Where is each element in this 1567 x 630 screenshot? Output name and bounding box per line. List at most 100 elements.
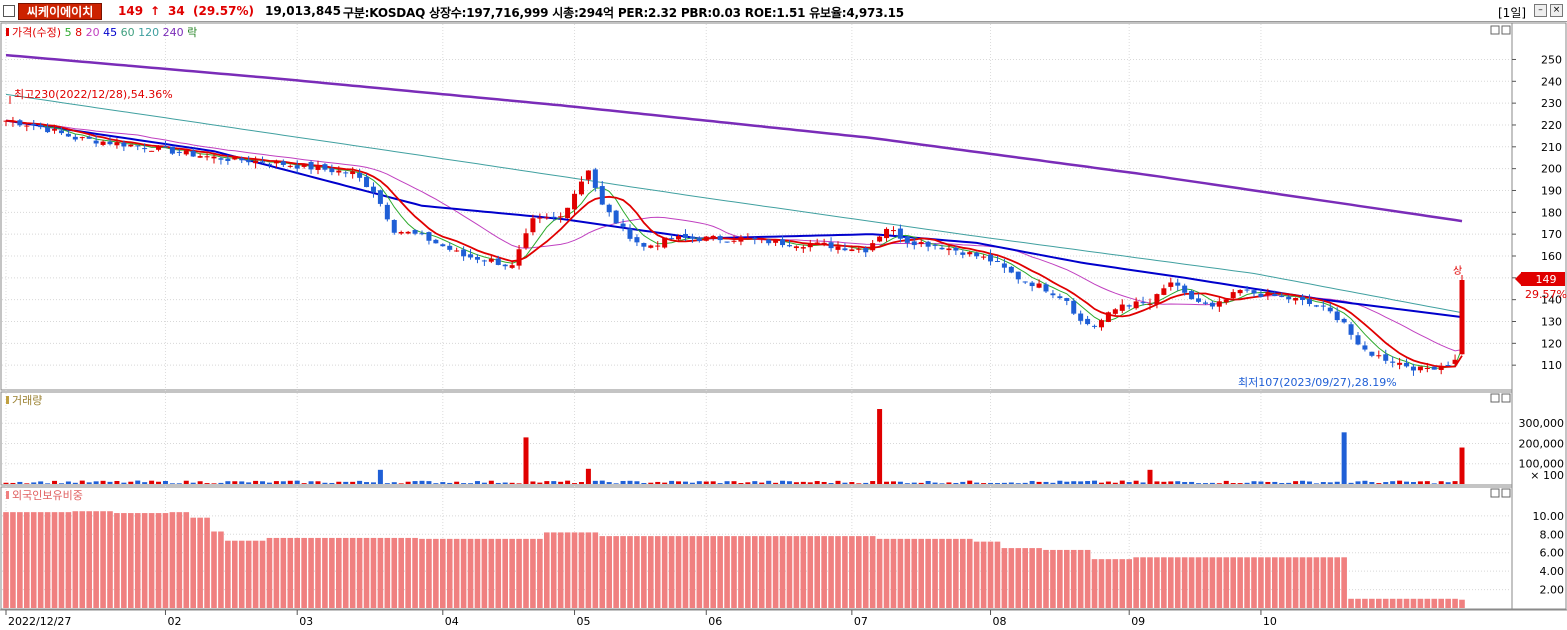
foreign-bar (245, 540, 252, 608)
candle-body (1417, 366, 1423, 371)
candle-body (495, 258, 501, 265)
candle-body (634, 237, 640, 243)
candle-body (93, 140, 99, 144)
candle-body (800, 247, 806, 249)
foreign-bar (495, 538, 502, 608)
foreign-bar (1168, 557, 1174, 608)
foreign-bar (232, 540, 238, 608)
volume-bar (1424, 481, 1430, 484)
panel-minimize-icon[interactable] (1490, 393, 1500, 403)
volume-bar (169, 483, 175, 484)
candle-body (932, 244, 938, 246)
foreign-bar (336, 537, 342, 608)
price-panel[interactable] (0, 22, 1513, 391)
candle-body (1043, 284, 1049, 292)
foreign-bar (155, 513, 162, 608)
candle-body (107, 141, 113, 145)
volume-bar (1133, 480, 1139, 484)
stock-name-badge[interactable]: 씨케이에이치 (18, 3, 103, 20)
foreign-bar (1126, 559, 1132, 608)
foreign-bar (433, 538, 439, 608)
candle-body (1320, 305, 1326, 307)
panel-close-icon[interactable] (1501, 393, 1511, 403)
volume-bar (1355, 481, 1361, 484)
foreign-bar (772, 536, 779, 608)
candle-body (481, 260, 487, 262)
volume-bar (461, 483, 467, 484)
volume-bar (225, 481, 231, 484)
candle-body (530, 218, 536, 233)
foreign-tick-label: 2.00 (1540, 584, 1565, 597)
panel-controls[interactable] (1490, 25, 1511, 498)
foreign-bar (30, 512, 37, 608)
candle-body (814, 242, 820, 245)
candle-body (738, 237, 744, 242)
select-checkbox[interactable] (3, 5, 15, 17)
low-annotation: 최저107(2023/09/27),28.19% (1238, 376, 1397, 389)
foreign-bar (1098, 559, 1105, 608)
volume-panel[interactable] (0, 391, 1513, 486)
volume-bar (1015, 483, 1021, 484)
panel-close-icon[interactable] (1501, 25, 1511, 35)
foreign-bar (1008, 548, 1015, 608)
volume-bar (1112, 482, 1118, 484)
candle-body (1362, 345, 1368, 350)
legend-item: 240 (159, 26, 184, 39)
volume-bar (766, 480, 772, 484)
candle-body (1348, 324, 1354, 335)
foreign-bar (1001, 548, 1008, 608)
foreign-bar (1091, 559, 1098, 608)
candle-body (461, 249, 467, 257)
candle-body (156, 146, 162, 150)
volume-bar (606, 482, 612, 484)
panel-minimize-icon[interactable] (1490, 25, 1500, 35)
candle-body (1369, 351, 1375, 356)
minimize-icon[interactable]: – (1534, 4, 1547, 17)
volume-bar (1202, 483, 1208, 484)
panel-minimize-icon[interactable] (1490, 488, 1500, 498)
volume-bar (52, 480, 58, 484)
candle-body (79, 137, 85, 139)
volume-bar (1209, 482, 1215, 484)
period-selector[interactable]: [1일] (1498, 6, 1527, 20)
foreign-bar (128, 513, 134, 608)
volume-bar (239, 481, 245, 484)
stock-chart[interactable]: 1101201301401501601701801902002102202302… (0, 22, 1567, 630)
foreign-bar (1050, 549, 1056, 608)
candle-body (426, 232, 432, 241)
candle-body (142, 148, 148, 150)
foreign-bar (765, 536, 772, 608)
volume-bar (918, 482, 924, 484)
volume-bar (294, 480, 300, 484)
volume-bar (1417, 481, 1423, 484)
candle-body (669, 238, 675, 240)
candle-body (190, 150, 196, 157)
volume-bar (336, 481, 342, 484)
volume-bar (967, 480, 973, 484)
foreign-tick-label: 4.00 (1540, 565, 1565, 578)
candle-body (114, 142, 120, 146)
foreign-bar (883, 538, 890, 608)
volume-bar (1036, 481, 1042, 484)
candle-body (1216, 301, 1222, 307)
volume-bar (696, 481, 702, 484)
candle-body (1036, 283, 1042, 288)
candle-body (1237, 290, 1243, 294)
foreign-bar (273, 537, 280, 608)
candle-body (1133, 301, 1139, 309)
foreign-bar (1292, 557, 1299, 608)
foreign-tick-label: 6.00 (1540, 547, 1565, 560)
volume-bar (1397, 480, 1403, 484)
panel-close-icon[interactable] (1501, 488, 1511, 498)
volume-bar (419, 480, 425, 484)
foreign-bar (842, 536, 848, 608)
candle-body (870, 243, 876, 251)
foreign-bar (682, 536, 689, 608)
candle-body (1313, 305, 1319, 307)
y-tick-label: 140 (1541, 294, 1562, 307)
foreign-bar (599, 536, 606, 608)
close-icon[interactable]: × (1550, 4, 1563, 17)
candle-body (1424, 367, 1430, 369)
foreign-bar (218, 531, 224, 608)
foreign-bar (668, 536, 675, 608)
